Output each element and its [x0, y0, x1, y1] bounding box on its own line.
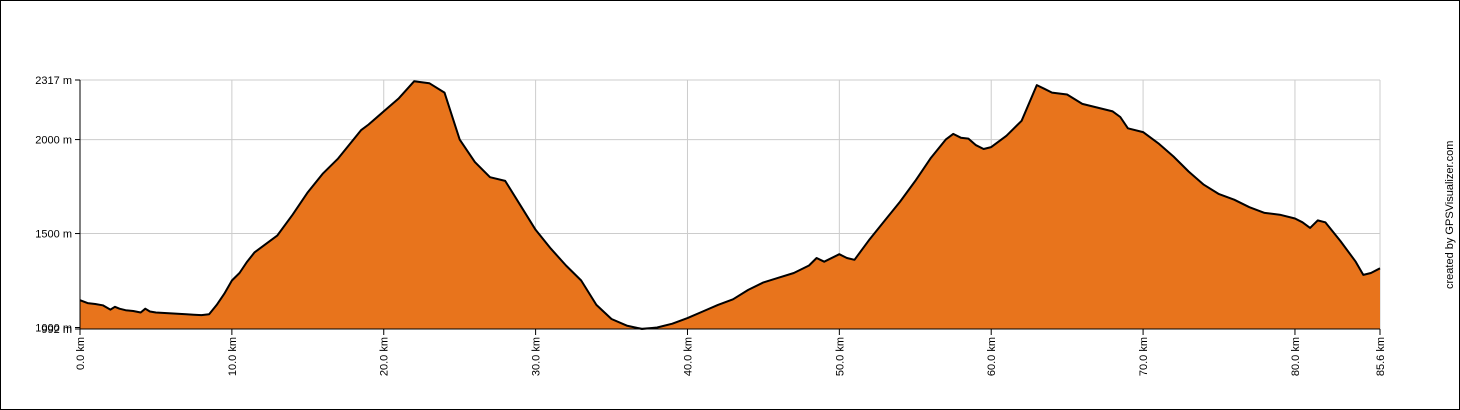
x-tick-labels: 0.0 km 10.0 km 20.0 km 30.0 km 40.0 km 50.0 k… — [75, 337, 1387, 376]
axes — [75, 79, 1381, 335]
y-tick-label-4: 992 m — [41, 324, 72, 336]
x-tick-label-6: 60.0 km — [986, 337, 998, 376]
x-tick-label-5: 50.0 km — [834, 337, 846, 376]
x-tick-label-0: 0.0 km — [75, 337, 87, 370]
elevation-area — [80, 81, 1380, 329]
y-tick-label-1: 2000 m — [35, 135, 72, 147]
y-tick-label-3: 1000 m — [35, 322, 72, 334]
x-tick-label-9: 85.6 km — [1375, 337, 1387, 376]
x-tick-label-7: 70.0 km — [1138, 337, 1150, 376]
y-tick-label-0: 2317 m — [35, 75, 72, 87]
x-tick-label-8: 80.0 km — [1290, 337, 1302, 376]
x-tick-label-1: 10.0 km — [227, 337, 239, 376]
x-tick-label-3: 30.0 km — [531, 337, 543, 376]
y-tick-label-2: 1500 m — [35, 229, 72, 241]
x-tick-label-4: 40.0 km — [682, 337, 694, 376]
credit-text: created by GPSVisualizer.com — [1444, 141, 1456, 289]
x-tick-label-2: 20.0 km — [379, 337, 391, 376]
elevation-line — [79, 80, 1381, 330]
